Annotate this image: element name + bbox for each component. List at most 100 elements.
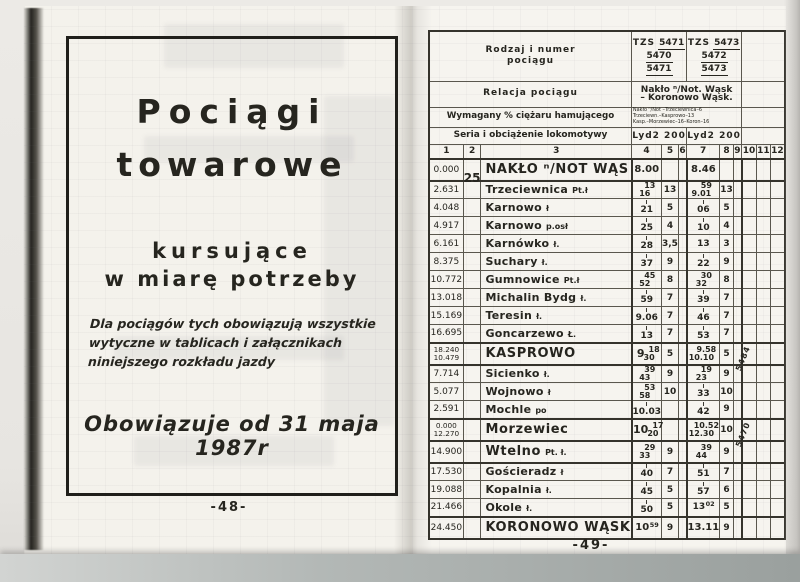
empty-cell (769, 400, 786, 419)
time-cell: 53 58 (630, 382, 662, 401)
table-row: 18.240 10.479 KASPROWO 9 18 30 5 9.58 10.10 5 5484 (428, 341, 786, 372)
station-cell: Teresin ł. (480, 306, 633, 325)
empty-cell (769, 341, 786, 366)
empty-cell (769, 216, 786, 235)
vertical-train-number-cell (732, 252, 743, 271)
km-cell: 24.450 (428, 515, 464, 540)
table-row: 14.900 Wtelno Pt. ł. 29 33 9 39 44 9 (428, 439, 786, 464)
station-cell: NAKŁO ⁿ/NOT WĄS (480, 157, 633, 182)
page-edge-shadow (24, 8, 44, 550)
runtime-cell: 10 (719, 382, 734, 401)
empty-cell (677, 157, 688, 182)
runtime-cell (661, 400, 679, 419)
runtime-cell: 9 (719, 515, 734, 540)
runtime-cell: 5 (719, 198, 734, 217)
empty-cell (740, 400, 757, 419)
empty-cell (769, 324, 786, 343)
empty-cell (740, 480, 757, 499)
col-number: 11 (755, 143, 771, 159)
timetable: Rodzaj i numer pociągu TZS 5471 5470 547… (428, 30, 786, 540)
empty-cell (740, 515, 757, 540)
empty-cell (740, 252, 757, 271)
empty-cell (755, 462, 771, 481)
empty-cell (740, 157, 757, 182)
km-cell: 4.917 (428, 216, 464, 235)
km-cell: 2.631 (428, 180, 464, 199)
loco-series-1: Lyd2 200 (631, 126, 688, 145)
time-cell: 29 33 (630, 439, 662, 464)
empty-cell (677, 515, 688, 540)
empty-cell (769, 288, 786, 307)
station-cell: Michalin Bydg ł. (480, 288, 633, 307)
station-cell: Morzewiec (480, 417, 633, 442)
time-cell: 13 02 (685, 498, 721, 517)
empty-cell (755, 306, 771, 325)
station-cell: Goncarzewo Ł. (480, 324, 633, 343)
runtime-cell: 3,5 (661, 234, 679, 253)
table-number-cell (462, 364, 482, 383)
station-cell: Karnówko ł. (480, 234, 633, 253)
empty-cell (755, 157, 771, 182)
time-cell: 51 (685, 462, 721, 481)
time-cell: 19 23 (685, 364, 721, 383)
empty-cell (755, 234, 771, 253)
table-row: 2.631 Trzeciewnica Pt.ł 13 16 13 59 9.01 13 (428, 180, 786, 199)
empty-cell (755, 364, 771, 383)
runtime-cell: 7 (719, 462, 734, 481)
left-page: Pociągi towarowe kursujące w miarę potrz… (24, 6, 412, 554)
table-row: 19.088 Kopalnia ł. 45 5 57 6 (428, 480, 786, 499)
empty-cell (677, 324, 688, 343)
table-row: 24.450 KORONOWO WĄSK 10 59 9 13.11 9 (428, 515, 786, 540)
empty-cell (677, 288, 688, 307)
table-number-cell (462, 198, 482, 217)
empty-header-cell (741, 80, 786, 108)
col-number: 5 (661, 143, 679, 159)
vertical-train-number-cell (732, 216, 743, 235)
table-number-cell (462, 252, 482, 271)
km-cell: 10.772 (428, 270, 464, 289)
empty-header-cell (741, 126, 786, 145)
table-number-cell (462, 498, 482, 517)
runtime-cell: 9 (719, 364, 734, 383)
empty-cell (677, 417, 688, 442)
col-number: 2 (462, 143, 482, 159)
table-number-cell (462, 515, 482, 540)
subtitle-line2: w miarę potrzeby (104, 267, 360, 292)
km-cell: 0.000 (428, 157, 464, 182)
empty-cell (740, 462, 757, 481)
runtime-cell (661, 157, 679, 182)
vertical-train-number-cell (732, 157, 743, 182)
book-spine-shadow (394, 6, 432, 554)
empty-cell (677, 341, 688, 366)
empty-cell (755, 382, 771, 401)
empty-cell (740, 324, 757, 343)
page-title-line2: towarowe (116, 145, 348, 184)
km-cell: 7.714 (428, 364, 464, 383)
empty-cell (740, 288, 757, 307)
time-cell: 42 (685, 400, 721, 419)
table-row: 10.772 Gumnowice Pt.ł 45 52 8 30 32 8 (428, 270, 786, 289)
station-cell: Okole ł. (480, 498, 633, 517)
relation-value: Nakło ⁿ/Not. Wąsk – Koronowo Wąsk. (631, 80, 743, 108)
empty-cell (769, 364, 786, 383)
empty-cell (677, 498, 688, 517)
station-cell: Karnowo ł (480, 198, 633, 217)
runtime-cell: 10 (661, 382, 679, 401)
vertical-train-number-cell (732, 400, 743, 419)
col-number: 4 (631, 143, 662, 159)
km-cell: 18.240 10.479 (428, 341, 464, 366)
runtime-cell: 5 (661, 341, 679, 366)
station-cell: Mochle po (480, 400, 633, 419)
runtime-cell: 13 (719, 180, 734, 199)
relation-label: Relacja pociągu (428, 80, 633, 108)
table-number-cell: 25 (462, 157, 482, 185)
runtime-cell: 13 (661, 180, 679, 199)
runtime-cell: 5 (661, 480, 679, 499)
table-number-cell (462, 400, 482, 419)
empty-cell (677, 382, 688, 401)
vertical-train-number-cell: 5484 (732, 341, 753, 372)
empty-cell (755, 198, 771, 217)
runtime-cell: 7 (719, 306, 734, 325)
empty-cell (677, 180, 688, 199)
runtime-cell (719, 157, 734, 182)
